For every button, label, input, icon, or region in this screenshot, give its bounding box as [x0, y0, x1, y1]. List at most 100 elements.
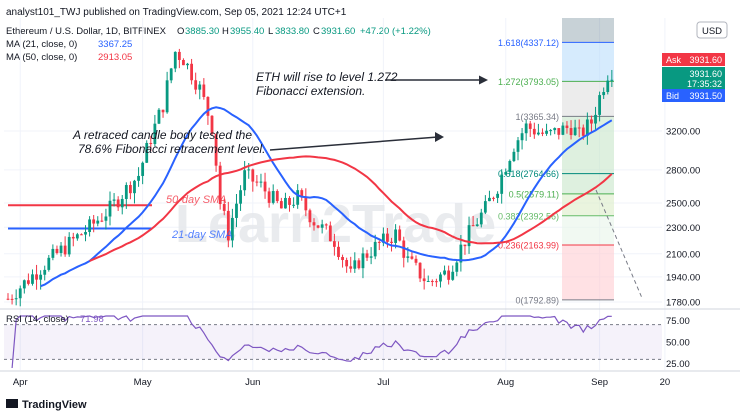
- fib-band: [562, 193, 614, 216]
- candle-body: [198, 84, 202, 90]
- symbol-title: Ethereum / U.S. Dollar, 1D, BITFINEX: [6, 26, 167, 37]
- candle-body: [214, 133, 218, 166]
- candle-body: [492, 197, 495, 199]
- rsi-pane[interactable]: 75.00 50.00 25.00: [4, 315, 690, 370]
- fib-band: [562, 42, 614, 82]
- price-tags: Ask 3931.60 3931.60 17:35:32 Bid 3931.50: [662, 53, 725, 102]
- candle-body: [218, 165, 222, 205]
- candle-body: [439, 274, 442, 282]
- candle-body: [206, 96, 210, 116]
- candle-body: [104, 216, 108, 221]
- candle-body: [161, 109, 165, 113]
- time-tick-label: Aug: [497, 377, 514, 388]
- candle-body: [47, 257, 51, 270]
- candle-body: [610, 79, 614, 81]
- candle-body: [333, 241, 336, 247]
- tradingview-logo-icon: [6, 399, 18, 408]
- fib-level-label: 0.382(2392.56): [498, 211, 559, 221]
- candle-body: [590, 119, 593, 124]
- candle-body: [475, 224, 479, 227]
- candle-body: [516, 140, 520, 152]
- candle-body: [31, 274, 34, 284]
- candle-body: [22, 280, 26, 289]
- ma50-legend-label: MA (50, close, 0): [6, 52, 77, 63]
- h-value: 3955.40: [230, 26, 264, 37]
- bid-label: Bid: [666, 91, 679, 101]
- ma21-legend-value: 3367.25: [98, 39, 132, 50]
- candle-body: [259, 181, 263, 183]
- tradingview-logo: TradingView: [6, 399, 87, 411]
- candle-body: [226, 210, 230, 241]
- candle-body: [43, 269, 47, 275]
- candle-body: [177, 51, 181, 60]
- candle-body: [10, 298, 14, 300]
- candle-body: [108, 200, 112, 217]
- candle-body: [75, 234, 79, 239]
- time-tick-label: Jul: [377, 377, 389, 388]
- candle-body: [406, 256, 410, 258]
- candle-body: [92, 219, 96, 224]
- ask-tag: [662, 53, 725, 66]
- change-value: +47.20 (+1.22%): [360, 26, 431, 37]
- candle-body: [528, 123, 532, 129]
- ma21-label: 21-day SMA: [171, 229, 233, 241]
- candle-body: [418, 262, 422, 279]
- candle-body: [569, 128, 573, 136]
- candle-body: [508, 161, 512, 173]
- candle-body: [341, 256, 344, 261]
- last-price-tag: [662, 67, 725, 90]
- fib-level-label: 1.618(4337.12): [498, 38, 559, 48]
- time-axis[interactable]: Apr May Jun Jul Aug Sep 20: [13, 377, 670, 388]
- candle-body: [88, 219, 91, 233]
- bid-tag: [662, 89, 725, 102]
- price-tick-label: 1940.00: [666, 272, 700, 283]
- candle-body: [598, 95, 601, 115]
- candle-body: [451, 271, 455, 280]
- publisher-line: analyst101_TWJ published on TradingView.…: [6, 7, 347, 18]
- candle-body: [447, 270, 451, 280]
- candle-body: [467, 225, 471, 247]
- candle-body: [504, 172, 508, 175]
- candle-body: [279, 201, 283, 209]
- candle-body: [345, 260, 349, 267]
- currency-button[interactable]: USD: [696, 21, 728, 39]
- candle-body: [479, 212, 483, 225]
- time-tick-label: May: [134, 377, 152, 388]
- candle-body: [133, 180, 136, 194]
- candle-body: [524, 123, 528, 134]
- candle-body: [263, 181, 267, 192]
- time-tick-label: Apr: [13, 377, 28, 388]
- price-axis[interactable]: 3200.00 2800.00 2500.00 2300.00 2100.00 1940.…: [666, 127, 700, 309]
- rsi-tick-label: 25.00: [666, 359, 690, 370]
- candle-body: [369, 256, 373, 258]
- candle-body: [520, 133, 524, 141]
- candle-body: [39, 274, 43, 280]
- l-value: 3833.80: [275, 26, 309, 37]
- candle-body: [606, 80, 610, 92]
- candle-body: [573, 127, 577, 136]
- l-label: L: [268, 26, 273, 37]
- candle-body: [169, 68, 173, 81]
- candle-body: [27, 280, 30, 284]
- o-value: 3885.30: [185, 26, 219, 37]
- candle-body: [353, 260, 357, 269]
- candle-body: [190, 63, 193, 81]
- candle-body: [35, 274, 38, 280]
- last-price: 3931.60: [689, 69, 722, 79]
- candle-body: [222, 204, 226, 211]
- candle-body: [545, 130, 548, 134]
- candle-body: [296, 190, 300, 205]
- candle-body: [483, 201, 487, 213]
- candle-body: [71, 236, 75, 239]
- candle-body: [402, 240, 406, 258]
- candle-body: [173, 51, 177, 69]
- eth-rise-line-2: Fibonacci extension.: [256, 84, 365, 98]
- candle-body: [112, 199, 116, 201]
- candle-body: [349, 266, 353, 269]
- fib-level-label: 0.236(2163.99): [498, 241, 559, 251]
- candle-body: [357, 260, 361, 269]
- candle-body: [312, 222, 316, 226]
- candle-body: [426, 280, 430, 282]
- candle-body: [500, 174, 504, 194]
